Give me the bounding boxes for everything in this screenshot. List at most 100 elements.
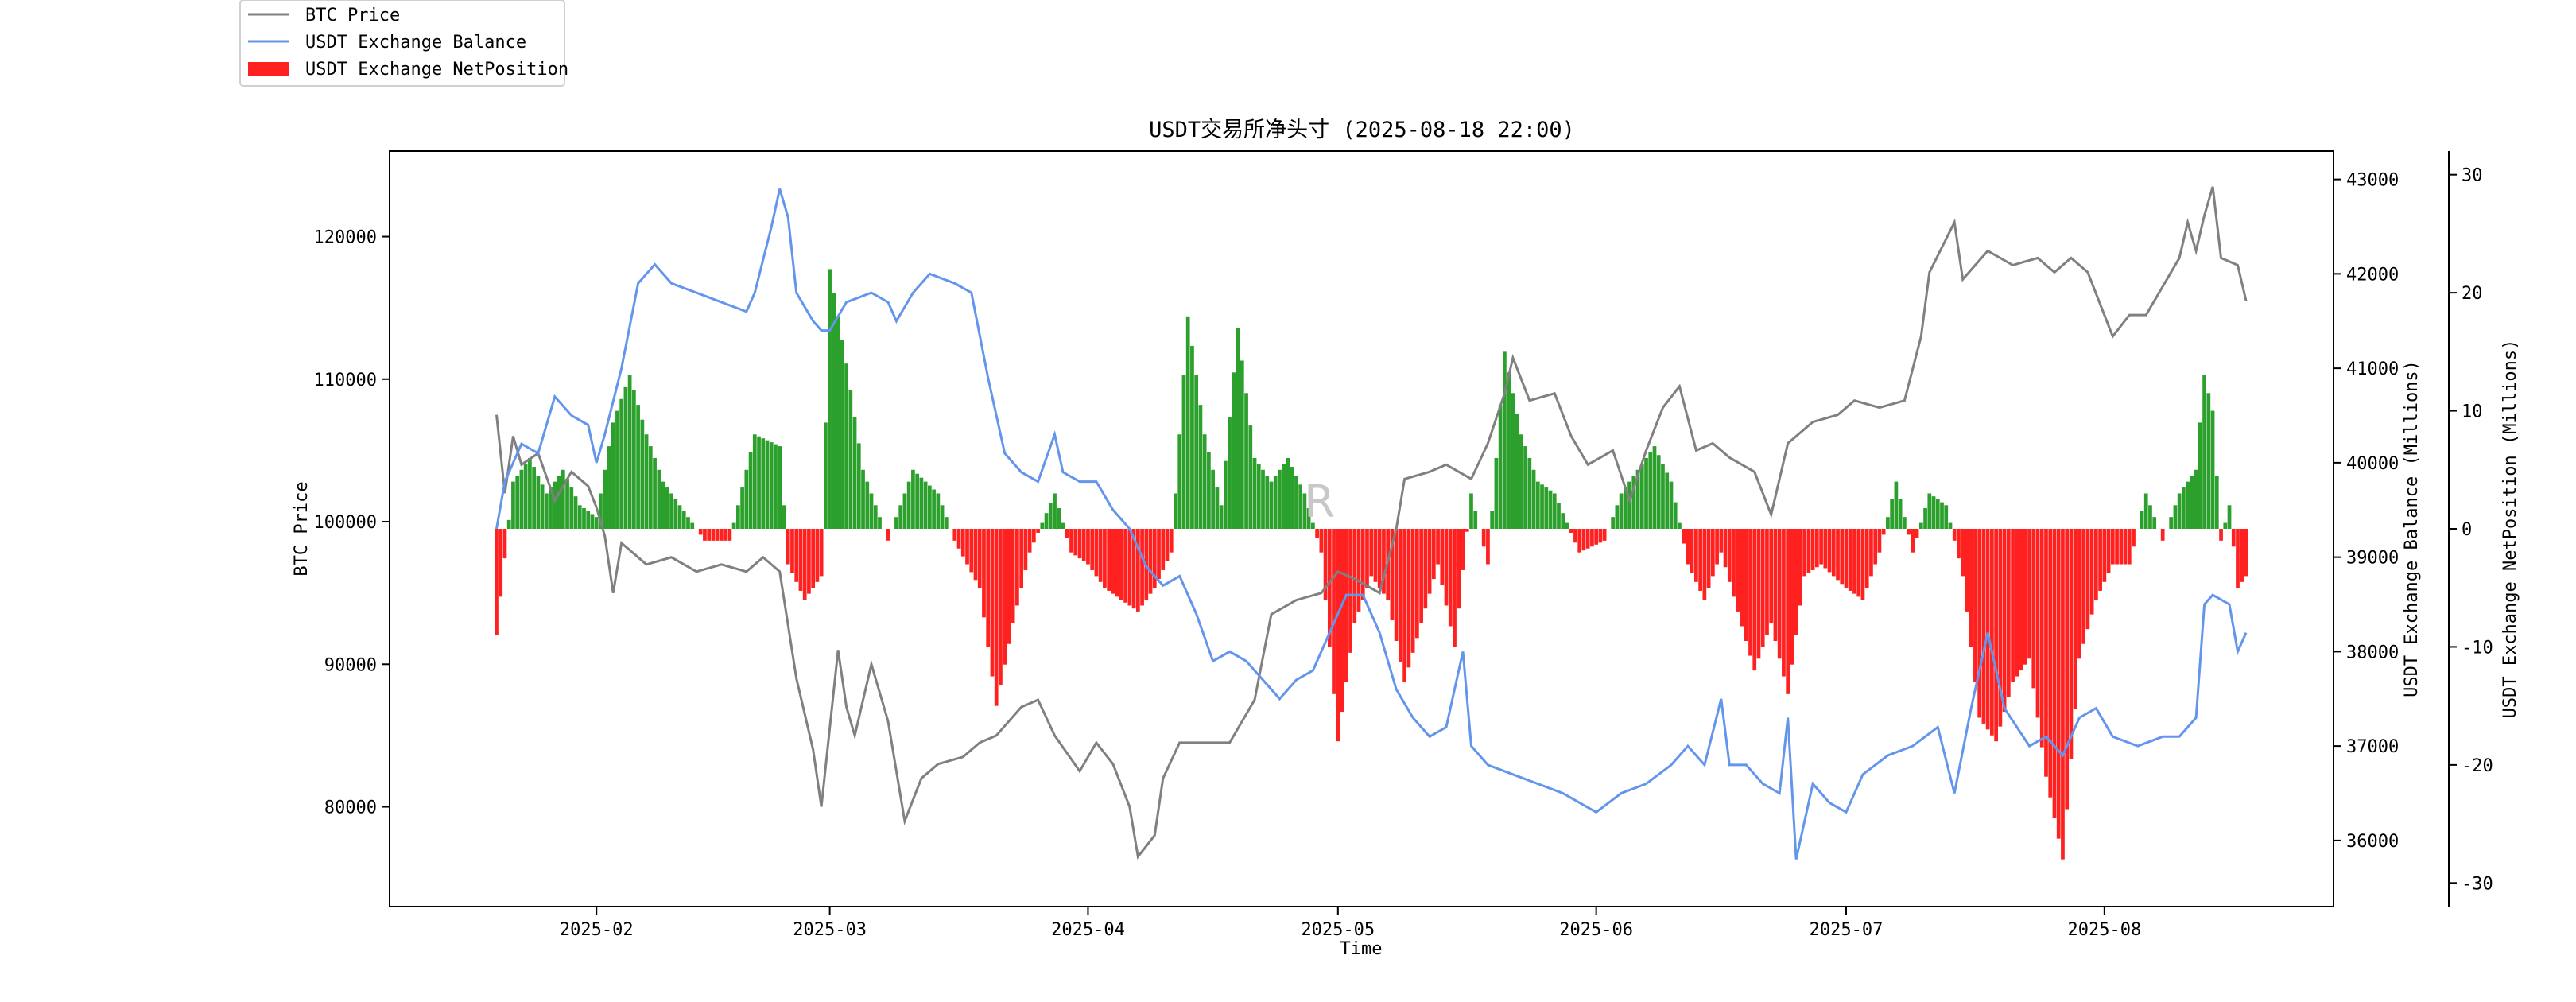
netposition-bar: [1515, 414, 1519, 529]
netposition-bar: [769, 442, 774, 529]
netposition-bar: [1494, 457, 1499, 529]
netposition-bar: [1390, 529, 1395, 621]
netposition-bar: [2143, 493, 2148, 529]
netposition-bar: [1228, 416, 1232, 529]
netposition-bar: [1261, 469, 1265, 529]
netposition-bar: [1940, 502, 1944, 529]
netposition-bar: [1635, 469, 1640, 529]
netposition-bar: [536, 476, 541, 529]
netposition-bar: [1036, 529, 1040, 533]
netposition-bar: [1211, 469, 1215, 529]
right-balance-tick-label: 36000: [2346, 832, 2399, 852]
netposition-bar: [1782, 529, 1786, 677]
netposition-bar: [2127, 529, 2132, 565]
netposition-bar: [1152, 529, 1157, 588]
netposition-bar: [761, 438, 766, 529]
netposition-bar: [1961, 529, 1965, 577]
netposition-bar: [1444, 529, 1449, 606]
netposition-bar: [648, 446, 653, 529]
netposition-bar: [1336, 529, 1340, 742]
netposition-bar: [977, 529, 982, 588]
netposition-bar: [1719, 529, 1724, 553]
netposition-bar: [1011, 529, 1015, 623]
netposition-bar: [1694, 529, 1698, 582]
netposition-bar: [1957, 529, 1961, 559]
netposition-bar: [2231, 529, 2236, 547]
netposition-bar: [499, 529, 503, 597]
right-balance-tick-label: 38000: [2346, 643, 2399, 662]
right-netposition-tick-label: -10: [2462, 638, 2493, 658]
netposition-bar: [1590, 529, 1594, 547]
netposition-bar: [2227, 505, 2232, 529]
netposition-bar: [1360, 529, 1365, 600]
netposition-bar: [2027, 529, 2031, 659]
left-tick-label: 120000: [314, 228, 377, 248]
netposition-bar: [2061, 529, 2065, 860]
netposition-bar: [511, 481, 515, 530]
netposition-bar: [703, 529, 707, 541]
netposition-bar: [1103, 529, 1107, 588]
netposition-bar: [2044, 529, 2048, 777]
netposition-bars: [495, 269, 2248, 860]
netposition-bar: [1639, 464, 1644, 529]
netposition-bar: [782, 505, 786, 529]
netposition-bar: [1544, 487, 1549, 529]
netposition-bar: [1848, 529, 1852, 591]
x-axis: 2025-02 2025-03 2025-04 2025-05 2025-06 2025-…: [560, 907, 2141, 940]
netposition-bar: [724, 529, 727, 541]
netposition-bar: [1373, 529, 1378, 582]
netposition-bar: [965, 529, 969, 565]
netposition-bar: [1690, 529, 1694, 573]
netposition-bar: [1573, 529, 1577, 543]
netposition-bar: [923, 481, 928, 530]
netposition-bar: [990, 529, 995, 677]
netposition-bar: [1223, 460, 1228, 529]
netposition-bar: [1061, 522, 1065, 529]
netposition-bar: [1236, 328, 1240, 529]
netposition-bar: [1377, 529, 1382, 588]
netposition-bar: [549, 487, 553, 529]
netposition-bar: [2039, 529, 2044, 748]
netposition-bar: [1240, 360, 1244, 529]
netposition-bar: [1190, 345, 1194, 529]
right-balance-tick-label: 40000: [2346, 454, 2399, 474]
netposition-bar: [1273, 476, 1278, 529]
netposition-bar: [1161, 529, 1166, 570]
netposition-bar: [2244, 529, 2248, 577]
netposition-bar: [2052, 529, 2057, 818]
netposition-bar: [861, 469, 865, 529]
netposition-bar: [1898, 499, 1903, 529]
netposition-bar: [2102, 529, 2107, 582]
netposition-bar: [928, 485, 932, 529]
netposition-bar: [1365, 529, 1369, 588]
netposition-bar: [1569, 529, 1573, 533]
legend: BTC Price USDT Exchange Balance USDT Exc…: [239, 0, 568, 87]
left-tick-label: 80000: [324, 798, 377, 818]
netposition-bar: [727, 529, 732, 541]
netposition-bar: [1561, 513, 1565, 529]
netposition-bar: [1423, 529, 1428, 609]
netposition-bar: [1027, 529, 1032, 553]
netposition-bar: [865, 481, 870, 530]
netposition-bar: [569, 487, 574, 529]
netposition-bar: [2069, 529, 2074, 759]
netposition-bar: [1015, 529, 1019, 606]
netposition-bar: [1798, 529, 1802, 606]
right-netposition-tick-label: -20: [2462, 756, 2493, 776]
netposition-bar: [1994, 529, 1998, 742]
legend-frame: [239, 0, 565, 87]
netposition-bar: [495, 529, 499, 635]
netposition-bar: [960, 529, 965, 557]
netposition-bar: [611, 422, 615, 529]
netposition-bar: [2115, 529, 2119, 565]
netposition-bar: [1007, 529, 1011, 644]
right-netposition-tick-label: -30: [2462, 874, 2493, 894]
netposition-bar: [869, 493, 874, 529]
netposition-bar: [1669, 481, 1674, 530]
netposition-bar: [1498, 405, 1503, 529]
netposition-bar: [1127, 529, 1132, 606]
netposition-bar: [1252, 457, 1257, 529]
netposition-bar: [2023, 529, 2027, 665]
watermark: R: [1304, 476, 1335, 528]
netposition-bar: [1886, 517, 1890, 529]
